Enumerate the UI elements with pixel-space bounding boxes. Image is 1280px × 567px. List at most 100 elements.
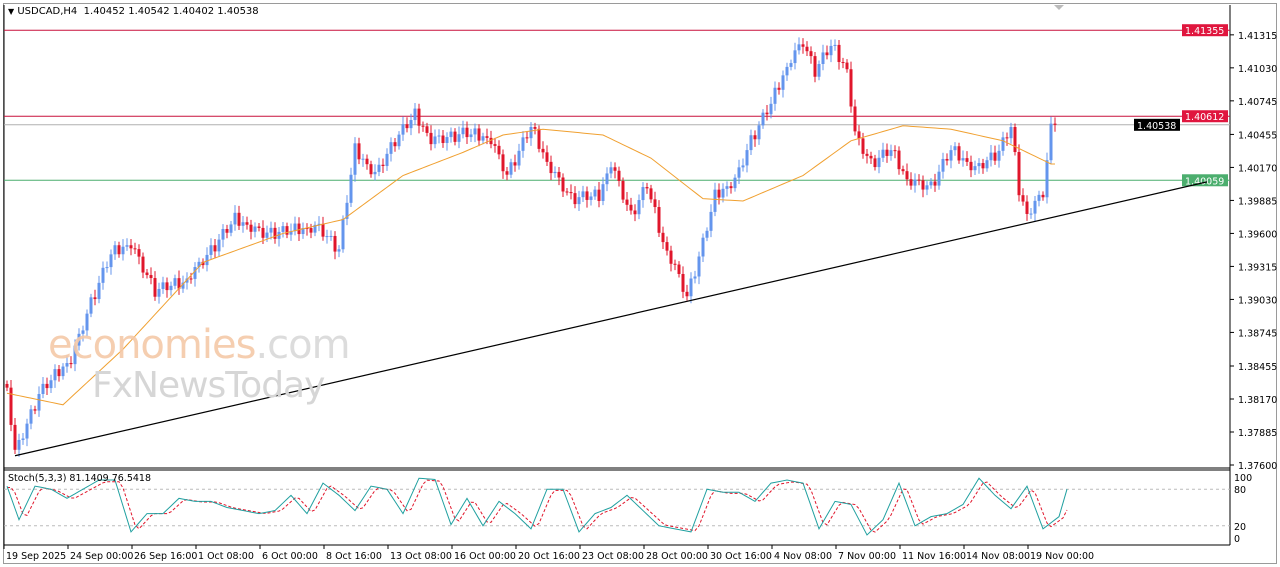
stochastic-label: Stoch(5,3,3) 81.1409 76.5418 — [8, 473, 152, 484]
candle-body — [581, 191, 585, 198]
candle — [717, 183, 721, 205]
price-tag-resistance — [1182, 110, 1228, 123]
candle-body — [801, 44, 805, 47]
candle — [557, 167, 561, 186]
candle-body — [1033, 200, 1037, 214]
candle — [201, 258, 205, 269]
candle — [473, 123, 477, 143]
candle-body — [157, 288, 161, 297]
candle — [197, 257, 201, 273]
candle-body — [41, 383, 45, 394]
candle-body — [13, 424, 17, 450]
candle — [289, 223, 293, 241]
candle — [137, 244, 141, 265]
x-tick-label: 24 Sep 00:00 — [70, 551, 133, 562]
x-tick-label: 23 Oct 08:00 — [582, 551, 644, 562]
candle-body — [985, 160, 989, 169]
candle — [1033, 195, 1037, 222]
candle-body — [349, 174, 353, 203]
candle — [409, 113, 413, 136]
candle-body — [869, 155, 873, 159]
price-tag-label: 1.40059 — [1185, 176, 1224, 187]
candle-body — [33, 409, 37, 411]
candle — [5, 380, 9, 392]
x-tick-label: 20 Oct 16:00 — [518, 551, 580, 562]
y-tick-label: 1.38455 — [1238, 362, 1277, 373]
candle — [365, 154, 369, 170]
candle — [789, 59, 793, 71]
candle-body — [61, 366, 65, 377]
candle-body — [837, 44, 841, 63]
candle — [133, 242, 137, 254]
candle — [809, 46, 813, 64]
candle-body — [601, 184, 605, 201]
candle-body — [629, 204, 633, 211]
candle — [781, 70, 785, 98]
candle — [829, 39, 833, 63]
candle-body — [593, 189, 597, 197]
candle-body — [301, 228, 305, 235]
candle — [437, 129, 441, 144]
candle — [209, 238, 213, 260]
candle-body — [909, 179, 913, 186]
candle — [853, 99, 857, 136]
candle-body — [297, 223, 301, 235]
x-tick-label: 30 Oct 16:00 — [710, 551, 772, 562]
candle-body — [101, 267, 105, 283]
candle-body — [637, 200, 641, 215]
candle — [765, 105, 769, 121]
candle-body — [525, 137, 529, 139]
candle-body — [473, 128, 477, 135]
candle-body — [873, 158, 877, 168]
candle — [973, 160, 977, 176]
candle — [193, 262, 197, 287]
y-tick-label: 1.39030 — [1238, 295, 1277, 306]
candle — [313, 221, 317, 237]
candle — [501, 149, 505, 179]
candle — [57, 364, 61, 382]
candle — [1017, 144, 1021, 202]
candle-body — [725, 186, 729, 189]
candle-body — [649, 188, 653, 200]
candle-body — [565, 191, 569, 193]
candle-body — [517, 150, 521, 166]
candle-body — [129, 245, 133, 249]
candle-body — [313, 224, 317, 233]
candle — [161, 276, 165, 294]
candle — [741, 158, 745, 172]
candle — [901, 165, 905, 175]
y-tick-label: 1.37885 — [1238, 428, 1277, 439]
candle — [393, 138, 397, 152]
candle — [277, 227, 281, 247]
candle-body — [521, 137, 525, 151]
chart-header: ▼ USDCAD,H4 1.40452 1.40542 1.40402 1.40… — [8, 6, 259, 17]
candle-body — [293, 223, 297, 232]
candle — [321, 216, 325, 241]
candle — [333, 231, 337, 260]
candle — [813, 51, 817, 83]
candle — [645, 182, 649, 194]
candle-body — [821, 52, 825, 64]
candle — [545, 145, 549, 167]
candle — [429, 125, 433, 151]
candle-body — [833, 44, 837, 46]
candle — [745, 143, 749, 173]
y-tick-label: 1.40745 — [1238, 97, 1277, 108]
candle — [697, 251, 701, 285]
candle — [529, 122, 533, 146]
candle — [341, 215, 345, 253]
price-tag-label: 1.41355 — [1185, 26, 1224, 37]
ohlc-open: 1.40452 — [83, 6, 126, 17]
candle — [81, 325, 85, 342]
candle-body — [769, 103, 773, 115]
candle — [1025, 195, 1029, 221]
candle-body — [221, 229, 225, 240]
candle — [773, 81, 777, 111]
triangle-down-icon[interactable]: ▼ — [8, 7, 15, 16]
candle-body — [137, 249, 141, 257]
candle-body — [853, 106, 857, 132]
candle — [585, 186, 589, 208]
candle-body — [561, 177, 565, 192]
candle-body — [341, 218, 345, 250]
